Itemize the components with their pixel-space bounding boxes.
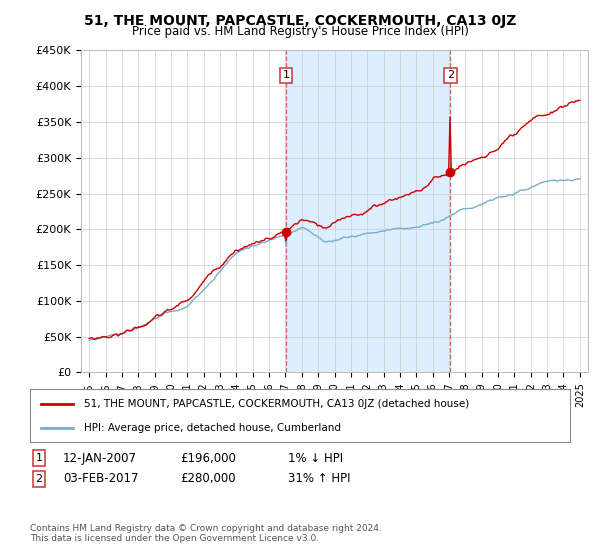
Bar [286, 50, 451, 372]
Text: 2: 2 [447, 71, 454, 81]
Text: 1: 1 [35, 453, 43, 463]
Text: £280,000: £280,000 [180, 472, 236, 486]
Text: £196,000: £196,000 [180, 451, 236, 465]
Text: 03-FEB-2017: 03-FEB-2017 [63, 472, 139, 486]
Text: 51, THE MOUNT, PAPCASTLE, COCKERMOUTH, CA13 0JZ (detached house): 51, THE MOUNT, PAPCASTLE, COCKERMOUTH, C… [84, 399, 469, 409]
Text: 2: 2 [35, 474, 43, 484]
Text: 1% ↓ HPI: 1% ↓ HPI [288, 451, 343, 465]
Text: 51, THE MOUNT, PAPCASTLE, COCKERMOUTH, CA13 0JZ: 51, THE MOUNT, PAPCASTLE, COCKERMOUTH, C… [84, 14, 516, 28]
Text: 31% ↑ HPI: 31% ↑ HPI [288, 472, 350, 486]
Text: HPI: Average price, detached house, Cumberland: HPI: Average price, detached house, Cumb… [84, 422, 341, 432]
Text: 12-JAN-2007: 12-JAN-2007 [63, 451, 137, 465]
Text: Contains HM Land Registry data © Crown copyright and database right 2024.
This d: Contains HM Land Registry data © Crown c… [30, 524, 382, 543]
Text: 1: 1 [283, 71, 290, 81]
Text: Price paid vs. HM Land Registry's House Price Index (HPI): Price paid vs. HM Land Registry's House … [131, 25, 469, 38]
